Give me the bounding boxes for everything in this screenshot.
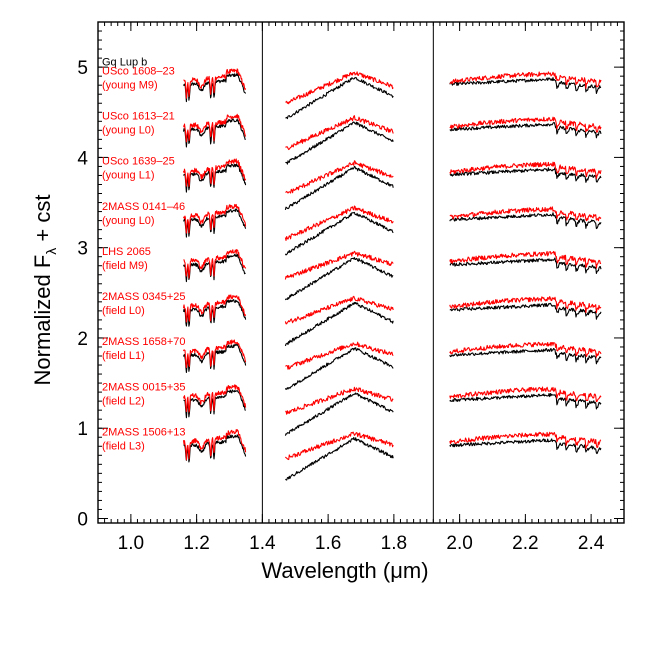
comparison-spectrum-H-band [284,205,394,241]
comparison-spectrum-J-band [182,294,247,323]
comparison-spectrum-K-band [449,296,602,314]
reference-spectrum-H-band [284,392,394,436]
x-tick-label: 1.2 [183,533,209,554]
series-type-label: (young M9) [102,79,158,91]
x-tick-label: 1.4 [249,533,276,554]
comparison-spectrum-H-band [284,431,394,461]
comparison-spectrum-J-band [182,384,247,413]
plot-border [97,21,625,524]
series-type-label: (young L1) [102,170,155,182]
series-type-label: (field L0) [102,305,145,317]
reference-spectrum-K-band [449,167,602,183]
reference-spectrum-K-band [449,122,602,139]
reference-spectrum-H-band [285,76,394,120]
series-name-label: 2MASS 0141–46 [102,201,185,213]
reference-spectrum-K-band [449,392,602,410]
y-tick-label: 3 [77,239,88,260]
reference-spectrum-H-band [285,121,394,165]
comparison-spectrum-J-band [182,429,247,461]
comparison-spectrum-H-band [284,295,394,325]
series-name-label: USco 1613–21 [102,110,175,122]
series-type-label: (field L2) [102,395,145,407]
comparison-spectrum-K-band [449,431,602,450]
comparison-spectrum-K-band [449,250,602,269]
series-type-label: (field L1) [102,350,145,362]
reference-spectrum-J-band [182,208,247,238]
comparison-spectrum-H-band [285,341,394,370]
reference-label: Gq Lup b [102,56,147,68]
comparison-spectrum-J-band [182,113,247,143]
x-tick-label: 1.8 [381,533,407,554]
reference-spectrum-H-band [284,257,394,301]
x-tick-label: 2.0 [446,533,472,554]
series-name-label: 2MASS 0345+25 [102,291,185,303]
reference-spectrum-K-band [449,77,602,94]
reference-spectrum-J-band [182,299,247,327]
reference-spectrum-H-band [285,436,394,481]
series-type-label: (young L0) [102,124,155,136]
comparison-spectrum-J-band [183,68,247,99]
reference-spectrum-K-band [449,438,602,455]
y-axis-ticks: 0 1 2 3 4 5 [77,21,624,530]
series-type-label: (young L0) [102,215,155,227]
series-name-label: USco 1608–23 [102,65,175,77]
series-name-label: USco 1639–25 [102,156,175,168]
comparison-spectrum-H-band [285,71,394,105]
reference-spectrum-H-band [284,301,394,347]
reference-spectrum-J-band [183,73,247,103]
x-axis-label: Wavelength (μm) [261,558,428,583]
comparison-spectrum-K-band [449,341,602,358]
reference-spectrum-K-band [449,302,602,320]
comparison-spectrum-H-band [285,160,394,194]
x-tick-label: 1.0 [118,533,144,554]
comparison-spectrum-K-band [449,206,602,222]
comparison-spectrum-J-band [183,248,247,279]
comparison-spectrum-K-band [449,386,602,403]
series-name-label: 2MASS 0015+35 [102,381,185,393]
x-tick-label: 2.2 [512,533,538,554]
comparison-spectrum-H-band [285,386,394,415]
x-tick-label: 2.4 [578,533,605,554]
reference-spectrum-K-band [449,257,602,274]
reference-spectrum-J-band [183,434,247,463]
y-tick-label: 4 [77,148,88,169]
series-type-label: (field L3) [102,440,145,452]
series-type-label: (field M9) [102,260,148,272]
y-tick-label: 2 [77,329,88,350]
x-axis-ticks: 1.0 1.2 1.4 1.6 1.8 2.0 2.2 2.4 [97,22,625,554]
comparison-spectrum-J-band [182,203,247,234]
reference-spectrum-K-band [449,347,602,365]
comparison-spectrum-H-band [284,250,394,280]
reference-spectrum-K-band [449,212,602,230]
y-axis-label: Normalized Fλ + cst [30,195,59,386]
comparison-spectrum-K-band [449,116,602,133]
reference-spectrum-H-band [284,211,394,256]
comparison-spectrum-J-band [182,158,247,188]
comparison-spectrum-J-band [182,339,247,369]
y-tick-label: 0 [77,509,88,530]
y-tick-label: 5 [77,58,88,79]
spectra-curves [182,68,602,481]
series-name-label: 2MASS 1658+70 [102,336,185,348]
x-tick-label: 1.6 [315,533,341,554]
plot-frame [97,21,625,524]
series-name-label: 2MASS 1506+13 [102,426,185,438]
comparison-spectrum-H-band [285,115,394,151]
series-name-label: LHS 2065 [102,246,151,258]
reference-spectrum-H-band [284,347,394,390]
y-tick-label: 1 [77,419,88,440]
comparison-spectrum-K-band [449,71,602,89]
comparison-spectrum-K-band [449,161,602,180]
reference-spectrum-H-band [284,165,394,211]
